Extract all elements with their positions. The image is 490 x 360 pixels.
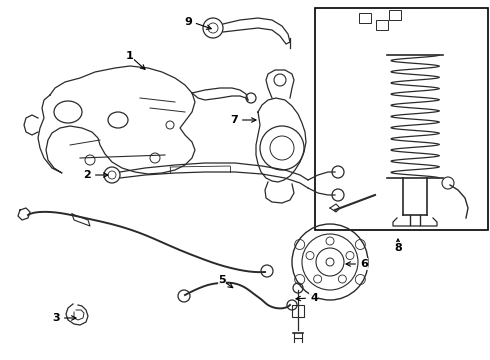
Text: 4: 4 (310, 293, 318, 303)
Bar (315, 8, 488, 230)
Text: 8: 8 (394, 243, 402, 253)
Text: 1: 1 (126, 51, 134, 61)
Bar (292, 305, 304, 317)
Text: 9: 9 (184, 17, 192, 27)
Text: 7: 7 (230, 115, 238, 125)
Text: 2: 2 (83, 170, 91, 180)
Bar (359, 13, 371, 23)
Text: 6: 6 (360, 259, 368, 269)
Text: 5: 5 (218, 275, 226, 285)
Bar (389, 10, 401, 20)
Bar (376, 20, 388, 30)
Text: 3: 3 (52, 313, 60, 323)
